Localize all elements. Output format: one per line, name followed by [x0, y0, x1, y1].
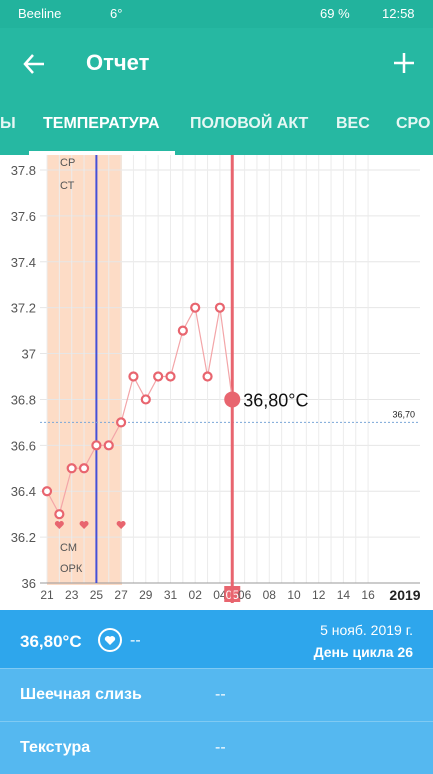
point — [115, 417, 127, 428]
cycle-day: День цикла 26 — [313, 644, 413, 660]
date: 5 нояб. 2019 г. — [320, 622, 413, 638]
app-bar: Отчет — [0, 28, 433, 100]
point — [140, 394, 151, 405]
status-bar: Beeline 6° 69 % 12:58 — [0, 0, 433, 28]
weather: 6° — [110, 6, 123, 21]
point — [78, 463, 90, 474]
marker-label: СР — [60, 157, 75, 169]
x-tick-label: 16 — [361, 588, 375, 602]
x-tick-label: 10 — [287, 588, 301, 602]
x-tick-label: 12 — [312, 588, 326, 602]
intercourse: -- — [130, 632, 141, 649]
x-tick-label: 29 — [139, 588, 153, 602]
heart-icon — [116, 521, 126, 529]
chart: 36 36.2 36.4 36.6 36.8 37 37.2 37.4 37.6 37.8 21 23… — [11, 155, 421, 603]
x-tick-label: 27 — [114, 588, 128, 602]
temperature: 36,80°C — [20, 632, 82, 651]
point — [165, 371, 176, 382]
marker-label: СМ — [60, 542, 77, 554]
battery: 69 % — [320, 6, 350, 21]
tab[interactable]: СРО — [396, 115, 431, 132]
tab-indicator — [29, 151, 175, 155]
point — [202, 371, 213, 382]
point — [41, 486, 53, 497]
point — [214, 302, 225, 313]
marker-label: СТ — [60, 180, 75, 192]
back-button[interactable] — [22, 52, 46, 76]
carrier: Beeline — [18, 6, 62, 21]
heart-icon[interactable] — [97, 627, 123, 653]
coverline-label: 36,70 — [392, 409, 415, 419]
y-tick-label: 36.6 — [11, 438, 36, 453]
line — [46, 305, 233, 516]
y-tick-label: 36.2 — [11, 530, 36, 545]
detail-row[interactable]: Текстура -- — [0, 721, 433, 774]
x-tick-label: 21 — [40, 588, 54, 602]
y-tick-label: 37.2 — [11, 301, 36, 316]
tab-bar: Ы ТЕМПЕРАТУРА ПОЛОВОЙ АКТ ВЕС СРО — [0, 100, 433, 155]
row-label: Текстура — [20, 739, 91, 756]
point — [190, 302, 201, 313]
point — [91, 440, 102, 451]
tab-active[interactable]: ТЕМПЕРАТУРА — [43, 115, 160, 132]
marker-label: ОРК — [60, 563, 83, 575]
detail-row[interactable]: Шеечная слизь -- — [0, 668, 433, 721]
point — [128, 371, 139, 382]
point — [153, 371, 164, 382]
y-tick-label: 37.6 — [11, 209, 36, 224]
tab[interactable]: ВЕС — [336, 115, 370, 132]
clock: 12:58 — [382, 6, 415, 21]
x-tick-label: 14 — [337, 588, 351, 602]
point — [66, 463, 77, 474]
details-panel: 36,80°C -- 5 нояб. 2019 г. День цикла 26… — [0, 610, 433, 774]
tab[interactable]: Ы — [0, 115, 16, 132]
title: Отчет — [86, 50, 150, 75]
y-tick-label: 37.4 — [11, 255, 36, 270]
y-tick-label: 37.8 — [11, 163, 36, 178]
y-tick-label: 36.8 — [11, 392, 36, 407]
x-tick-label: 25 — [90, 588, 104, 602]
y-tick-label: 37 — [22, 347, 36, 362]
x-tick-label: 04 — [213, 588, 227, 602]
selected-point — [224, 391, 241, 408]
point — [177, 325, 188, 336]
point — [103, 440, 114, 451]
x-tick-label: 06 — [238, 588, 252, 602]
y-tick-label: 36.4 — [11, 484, 36, 499]
x-tick-label: 23 — [65, 588, 79, 602]
y-tick-label: 36 — [22, 576, 36, 591]
point — [54, 509, 65, 520]
row-value: -- — [215, 686, 226, 703]
x-axis-year: 2019 — [389, 587, 420, 603]
x-tick-label: 31 — [164, 588, 178, 602]
row-value: -- — [215, 739, 226, 756]
tab[interactable]: ПОЛОВОЙ АКТ — [190, 115, 309, 132]
selected-label: 36,80°C — [243, 390, 308, 410]
heart-icon — [79, 521, 89, 529]
add-button[interactable] — [393, 52, 415, 74]
row-label: Шеечная слизь — [20, 686, 142, 703]
x-tick-label: 02 — [189, 588, 203, 602]
x-tick-label: 08 — [263, 588, 277, 602]
heart-icon — [54, 521, 64, 529]
